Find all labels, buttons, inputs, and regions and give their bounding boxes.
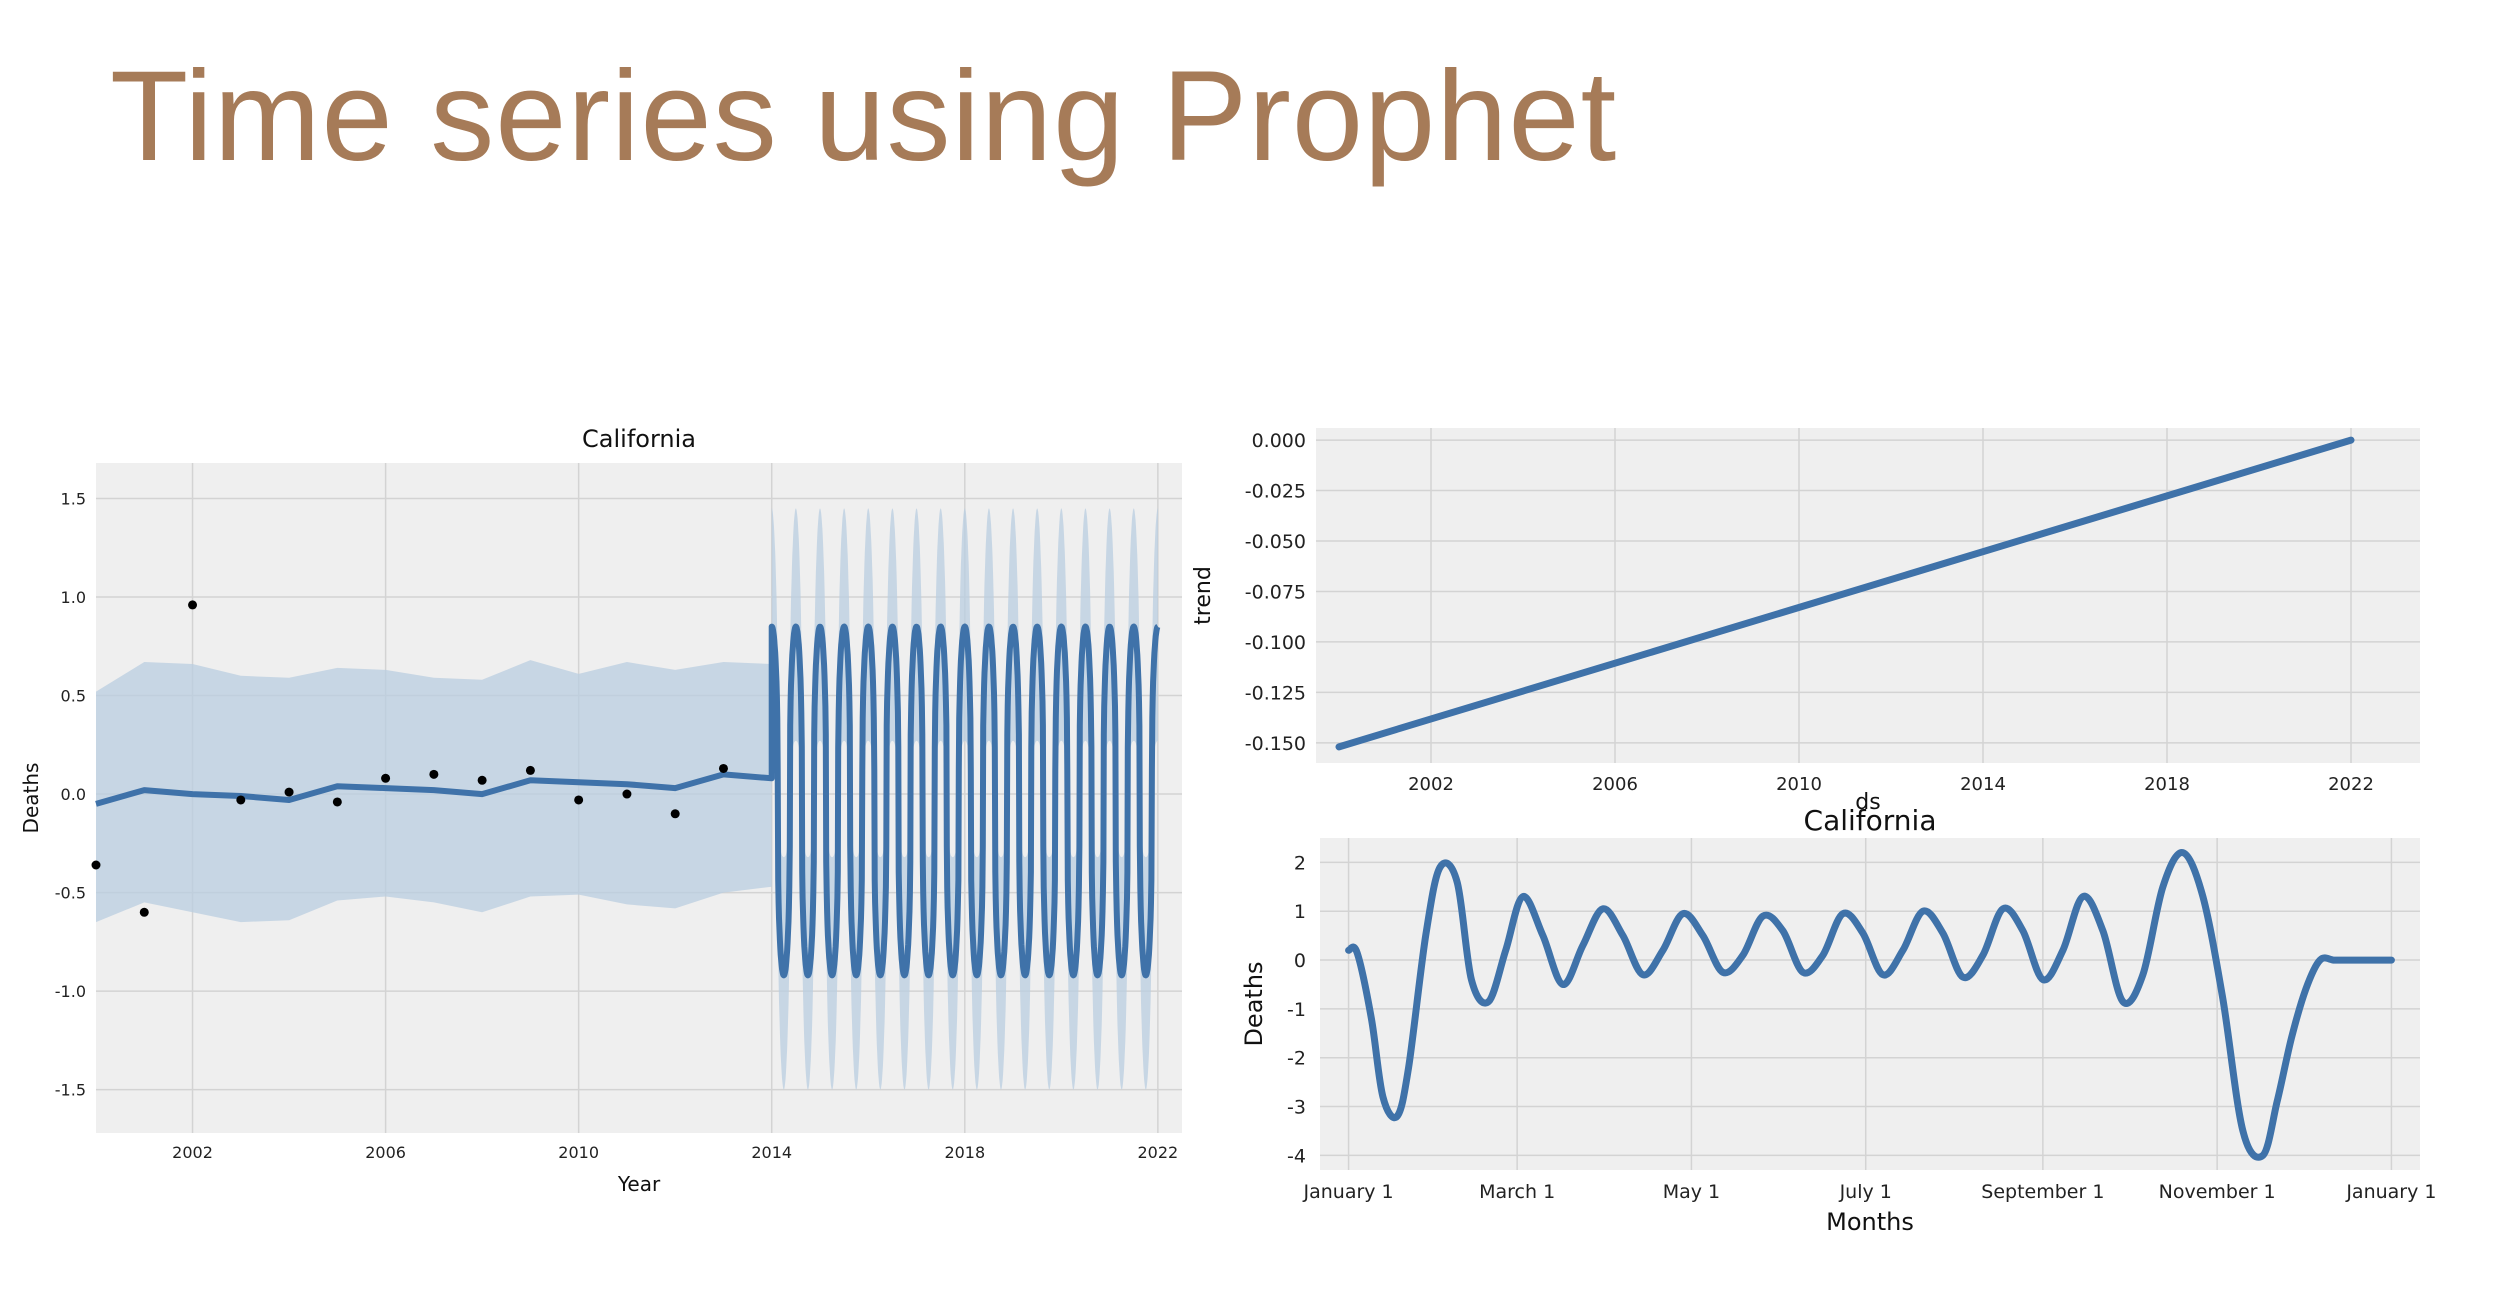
x-tick-label-3: January 1 xyxy=(1302,1181,1393,1203)
observed-point xyxy=(477,775,487,785)
x-tick-label-2: 2010 xyxy=(1776,774,1822,795)
x-axis-label-3: Months xyxy=(1826,1208,1914,1236)
forecast-line xyxy=(95,623,1161,979)
y-tick-label-3: -2 xyxy=(1287,1048,1306,1070)
seasonality-line xyxy=(1345,849,2395,1161)
x-axis-label-2: ds xyxy=(1855,790,1880,815)
observed-point xyxy=(188,600,198,610)
x-tick-label-1: 2010 xyxy=(558,1143,599,1162)
y-tick-label-2: -0.050 xyxy=(1245,531,1306,553)
observed-point xyxy=(381,773,391,783)
y-tick-label-3: -3 xyxy=(1287,1097,1306,1119)
y-tick-label-1: -1.0 xyxy=(55,982,86,1001)
trend-line xyxy=(1335,436,2355,751)
chart-title-1: California xyxy=(582,425,696,453)
y-tick-label-3: -1 xyxy=(1287,999,1306,1021)
x-tick-label-2: 2018 xyxy=(2144,774,2190,795)
observed-point xyxy=(236,795,246,805)
y-tick-label-3: 1 xyxy=(1294,901,1306,923)
x-tick-label-2: 2022 xyxy=(2328,774,2374,795)
observed-point xyxy=(332,797,342,807)
y-axis-label-1: Deaths xyxy=(19,763,43,834)
x-tick-label-1: 2022 xyxy=(1138,1143,1179,1162)
y-tick-label-3: 0 xyxy=(1294,950,1306,972)
x-tick-label-3: November 1 xyxy=(2159,1181,2276,1203)
y-axis-label-3: Deaths xyxy=(1240,961,1268,1046)
y-tick-label-1: -0.5 xyxy=(55,884,86,903)
y-tick-label-1: -1.5 xyxy=(55,1081,86,1100)
y-tick-label-1: 1.0 xyxy=(61,588,86,607)
x-tick-label-3: September 1 xyxy=(1981,1181,2104,1203)
observed-point xyxy=(670,809,680,819)
y-tick-label-1: 0.5 xyxy=(61,687,86,706)
observed-point xyxy=(622,789,632,799)
x-tick-label-1: 2014 xyxy=(751,1143,792,1162)
y-tick-label-1: 0.0 xyxy=(61,785,86,804)
x-tick-label-2: 2002 xyxy=(1408,774,1454,795)
uncertainty-band xyxy=(96,508,1158,1090)
observed-point xyxy=(574,795,584,805)
y-tick-label-2: -0.125 xyxy=(1245,682,1306,704)
observed-point xyxy=(429,769,439,779)
y-tick-label-1: 1.5 xyxy=(61,489,86,508)
x-tick-label-3: January 1 xyxy=(2345,1181,2436,1203)
x-tick-label-1: 2006 xyxy=(365,1143,406,1162)
y-tick-label-3: 2 xyxy=(1294,852,1306,874)
observed-point xyxy=(91,860,101,870)
chart-title-3: California xyxy=(1804,804,1937,837)
plot-area-2 xyxy=(1316,428,2420,763)
observed-point xyxy=(718,763,728,773)
x-axis-label-1: Year xyxy=(617,1172,661,1196)
y-tick-label-2: -0.100 xyxy=(1245,632,1306,654)
x-tick-label-3: May 1 xyxy=(1663,1181,1720,1203)
y-tick-label-2: -0.075 xyxy=(1245,581,1306,603)
y-axis-label-2: trend xyxy=(1191,566,1216,625)
y-tick-label-2: -0.150 xyxy=(1245,733,1306,755)
y-tick-label-3: -4 xyxy=(1287,1145,1306,1167)
y-tick-label-2: -0.025 xyxy=(1245,481,1306,503)
x-tick-label-1: 2018 xyxy=(944,1143,985,1162)
slide-title: Time series using Prophet xyxy=(110,45,1618,188)
x-tick-label-3: July 1 xyxy=(1839,1181,1892,1203)
y-tick-label-2: 0.000 xyxy=(1252,430,1306,452)
observed-point xyxy=(284,787,294,797)
observed-point xyxy=(525,765,535,775)
x-tick-label-2: 2014 xyxy=(1960,774,2006,795)
x-tick-label-1: 2002 xyxy=(172,1143,213,1162)
x-tick-label-2: 2006 xyxy=(1592,774,1638,795)
x-tick-label-3: March 1 xyxy=(1479,1181,1555,1203)
observed-point xyxy=(139,907,149,917)
